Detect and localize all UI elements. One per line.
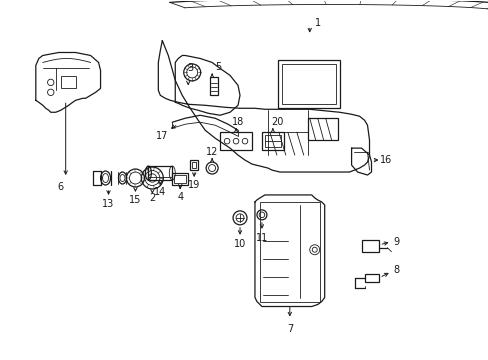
Text: 18: 18 bbox=[231, 117, 244, 127]
Bar bbox=[281, 64, 335, 104]
Bar bbox=[277, 60, 339, 108]
Bar bbox=[148, 166, 172, 180]
Bar bbox=[364, 274, 379, 282]
Text: 10: 10 bbox=[233, 239, 245, 249]
Bar bbox=[260, 202, 319, 302]
Bar bbox=[172, 173, 188, 185]
Bar bbox=[307, 118, 337, 140]
Text: 1: 1 bbox=[314, 18, 320, 28]
Text: 13: 13 bbox=[102, 199, 114, 209]
Text: 17: 17 bbox=[156, 131, 168, 141]
Bar bbox=[264, 135, 280, 147]
Text: 5: 5 bbox=[215, 62, 221, 72]
Text: 3: 3 bbox=[187, 63, 193, 73]
Text: 9: 9 bbox=[392, 237, 399, 247]
Text: 7: 7 bbox=[286, 324, 292, 334]
Bar bbox=[174, 175, 186, 183]
Text: 4: 4 bbox=[177, 192, 183, 202]
Text: 14: 14 bbox=[154, 187, 166, 197]
Text: 12: 12 bbox=[205, 147, 218, 157]
Text: 11: 11 bbox=[255, 233, 267, 243]
Text: 16: 16 bbox=[380, 155, 392, 165]
Bar bbox=[190, 160, 198, 170]
Text: 2: 2 bbox=[149, 193, 155, 203]
Bar bbox=[262, 132, 283, 150]
Text: 8: 8 bbox=[392, 265, 399, 275]
Bar bbox=[192, 162, 196, 168]
Bar bbox=[210, 77, 218, 95]
Bar bbox=[61, 76, 76, 88]
Text: 20: 20 bbox=[271, 117, 284, 127]
Bar bbox=[220, 132, 251, 150]
Text: 15: 15 bbox=[129, 195, 142, 205]
Bar bbox=[361, 240, 379, 252]
Text: 6: 6 bbox=[58, 182, 63, 192]
Text: 19: 19 bbox=[188, 180, 200, 190]
